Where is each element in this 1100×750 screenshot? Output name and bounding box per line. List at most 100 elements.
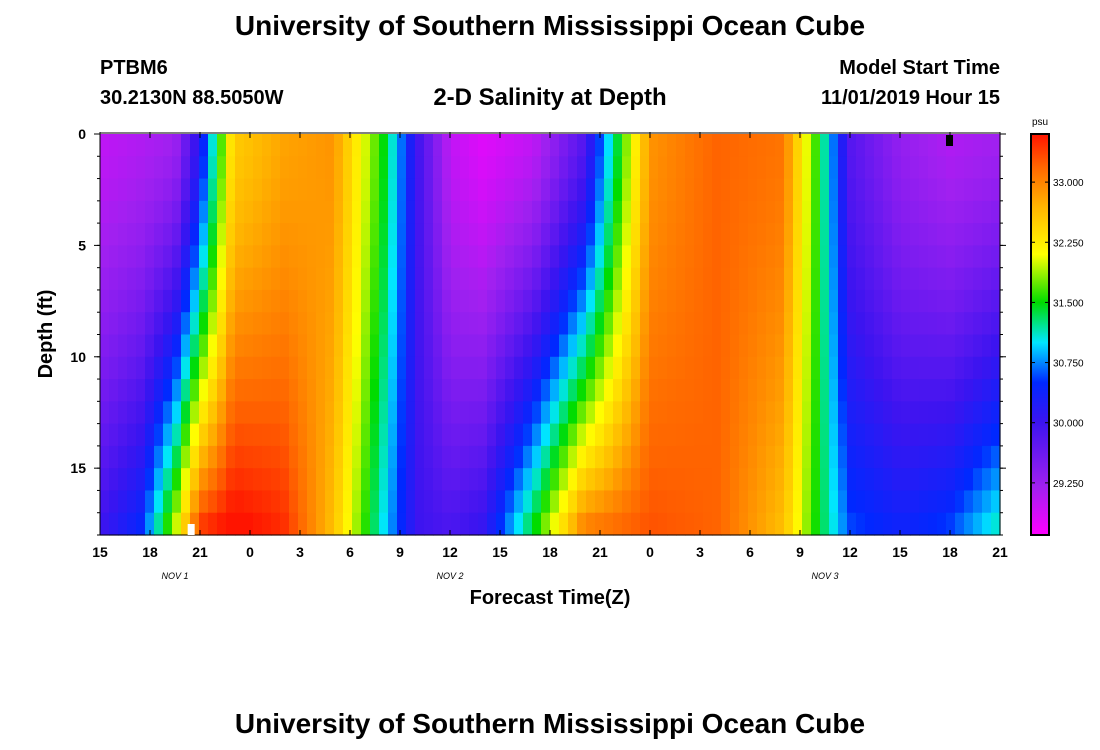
- heatmap-cell: [388, 156, 398, 180]
- heatmap-cell: [100, 289, 110, 313]
- heatmap-cell: [991, 356, 1001, 380]
- heatmap-cell: [514, 156, 524, 180]
- heatmap-cell: [424, 468, 434, 492]
- heatmap-cell: [847, 289, 857, 313]
- heatmap-cell: [883, 267, 893, 291]
- heatmap-cell: [550, 468, 560, 492]
- heatmap-cell: [838, 178, 848, 202]
- heatmap-cell: [514, 401, 524, 425]
- heatmap-cell: [703, 223, 713, 246]
- heatmap-cell: [730, 379, 740, 402]
- heatmap-cell: [469, 401, 479, 425]
- heatmap-cell: [919, 289, 929, 313]
- heatmap-cell: [892, 490, 902, 514]
- heatmap-cell: [298, 490, 308, 514]
- heatmap-cell: [586, 178, 596, 202]
- heatmap-cell: [460, 312, 470, 336]
- heatmap-cell: [559, 289, 569, 313]
- heatmap-cell: [703, 312, 713, 336]
- day-label: NOV 1: [161, 571, 188, 581]
- heatmap-cell: [937, 512, 947, 536]
- heatmap-cell: [235, 245, 245, 269]
- heatmap-cell: [748, 423, 758, 447]
- heatmap-cell: [505, 379, 515, 402]
- heatmap-cell: [415, 334, 425, 358]
- heatmap-cell: [433, 512, 443, 536]
- heatmap-cell: [343, 267, 353, 291]
- heatmap-cell: [100, 134, 110, 157]
- heatmap-cell: [298, 134, 308, 157]
- heatmap-cell: [496, 134, 506, 157]
- heatmap-cell: [181, 512, 191, 536]
- heatmap-cell: [712, 334, 722, 358]
- heatmap-cell: [604, 401, 614, 425]
- heatmap-cell: [424, 134, 434, 157]
- heatmap-cell: [946, 445, 956, 469]
- heatmap-cell: [334, 245, 344, 269]
- heatmap-cell: [631, 334, 641, 358]
- heatmap-cell: [613, 490, 623, 514]
- heatmap-cell: [190, 423, 200, 447]
- heatmap-cell: [730, 245, 740, 269]
- heatmap-cell: [433, 267, 443, 291]
- heatmap-cell: [361, 423, 371, 447]
- heatmap-cell: [487, 178, 497, 202]
- heatmap-cell: [874, 200, 884, 224]
- heatmap-cell: [478, 512, 488, 536]
- heatmap-cell: [658, 445, 668, 469]
- heatmap-cell: [667, 267, 677, 291]
- heatmap-cell: [955, 200, 965, 224]
- heatmap-cell: [973, 312, 983, 336]
- heatmap-cell: [352, 156, 362, 180]
- heatmap-cell: [379, 178, 389, 202]
- heatmap-cell: [343, 490, 353, 514]
- heatmap-cell: [910, 245, 920, 269]
- heatmap-cell: [613, 223, 623, 246]
- heatmap-cell: [415, 512, 425, 536]
- heatmap-cell: [667, 134, 677, 157]
- heatmap-cell: [235, 312, 245, 336]
- heatmap-cell: [811, 267, 821, 291]
- heatmap-cell: [172, 445, 182, 469]
- heatmap-cell: [118, 468, 128, 492]
- heatmap-cell: [118, 134, 128, 157]
- heatmap-cell: [658, 490, 668, 514]
- colorbar-tick-label: 30.750: [1053, 359, 1084, 370]
- heatmap-cell: [190, 245, 200, 269]
- heatmap-cell: [226, 134, 236, 157]
- heatmap-cell: [523, 445, 533, 469]
- heatmap-cell: [865, 401, 875, 425]
- heatmap-cell: [883, 445, 893, 469]
- heatmap-cell: [307, 512, 317, 536]
- heatmap-cell: [262, 423, 272, 447]
- heatmap-cell: [478, 267, 488, 291]
- heatmap-cell: [883, 200, 893, 224]
- heatmap-cell: [226, 312, 236, 336]
- heatmap-cell: [604, 289, 614, 313]
- heatmap-cell: [226, 401, 236, 425]
- heatmap-cell: [919, 134, 929, 157]
- heatmap-cell: [451, 490, 461, 514]
- heatmap-cell: [325, 445, 335, 469]
- heatmap-cell: [208, 401, 218, 425]
- heatmap-cell: [262, 312, 272, 336]
- heatmap-cell: [937, 289, 947, 313]
- heatmap-cell: [316, 379, 326, 402]
- heatmap-cell: [505, 423, 515, 447]
- heatmap-cell: [847, 134, 857, 157]
- heatmap-cell: [586, 245, 596, 269]
- heatmap-cell: [730, 312, 740, 336]
- heatmap-cell: [190, 356, 200, 380]
- heatmap-cell: [199, 423, 209, 447]
- heatmap-cell: [919, 401, 929, 425]
- heatmap-cell: [406, 379, 416, 402]
- heatmap-cell: [181, 245, 191, 269]
- heatmap-cell: [586, 289, 596, 313]
- heatmap-cell: [586, 223, 596, 246]
- heatmap-cell: [109, 401, 119, 425]
- heatmap-cell: [163, 490, 173, 514]
- heatmap-cell: [613, 445, 623, 469]
- heatmap-cell: [748, 223, 758, 246]
- heatmap-cell: [622, 512, 632, 536]
